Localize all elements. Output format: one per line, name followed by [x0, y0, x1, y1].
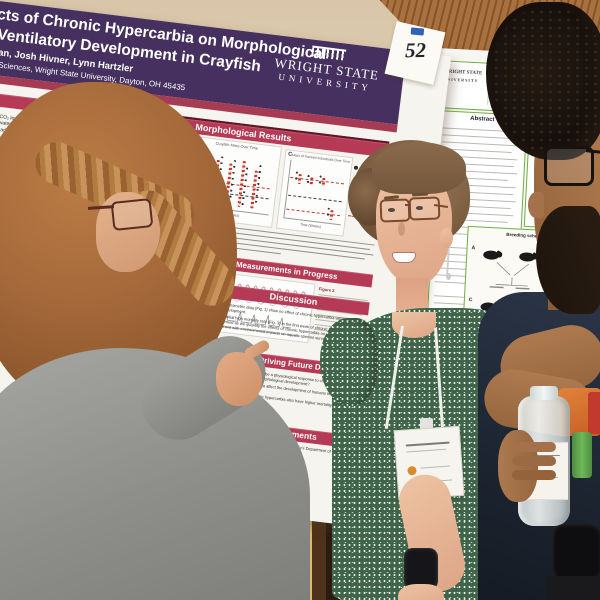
svg-text:C: C [469, 297, 473, 303]
gene-box-red [567, 176, 575, 183]
right-poster-title: The role of TR [566, 73, 600, 83]
number-card-value: 52 [404, 37, 427, 63]
svg-text:A: A [471, 245, 475, 251]
svg-text:D: D [553, 301, 557, 307]
panel-title: Mass of Tracked Individuals Over Time [291, 152, 351, 164]
college-line3: MATHEMATICS [491, 85, 525, 92]
background-text: CO₂ levels are becoming water ecosystems… [0, 114, 91, 165]
right-poster-logo-box: WRIGHT STATE UNIVERSITY COLLEGE OF SCIEN… [437, 60, 531, 113]
survival-chart: Survival Rate Over Time [60, 343, 206, 458]
right-poster: WRIGHT STATE UNIVERSITY COLLEGE OF SCIEN… [418, 48, 600, 411]
main-poster-board: Effects of Chronic Hypercarbia on Morpho… [0, 0, 452, 531]
survival-chart-svg [76, 360, 196, 440]
chart-legend [346, 164, 386, 237]
gene-box-blue [547, 174, 555, 182]
right-poster-title-box: The role of TR [529, 65, 600, 120]
panel-letter: B [200, 271, 205, 279]
gene-box-orange [587, 177, 595, 184]
right-poster-author-bar [559, 89, 600, 94]
chart-panel-b: B Crayfish Mass Over Time Time (Weeks) [182, 135, 283, 228]
gene-panel-a-letter: A [535, 122, 540, 128]
blue-tape [410, 27, 425, 36]
right-poster-logo-text: WRIGHT STATE UNIVERSITY [443, 69, 486, 83]
section-background-header: Background [0, 93, 94, 119]
chart-panel-a: A Crayfish Length Over Time Time (Weeks) [89, 124, 189, 217]
crayfish-illustration [86, 274, 188, 329]
svg-text:B: B [555, 249, 559, 255]
crayfish-figure: A [74, 257, 195, 337]
wsu-logo: WRIGHT STATE UNIVERSITY [260, 40, 394, 96]
panel-letter: C [197, 298, 202, 305]
college-text: COLLEGE OF SCIENCE AND MATHEMATICS [492, 73, 529, 93]
panel-letter: A [85, 259, 90, 266]
wsu-building-icon [311, 45, 347, 61]
gene-figure-box: A C [523, 114, 600, 233]
mouse-pedigree-figure: A B C D [469, 245, 600, 344]
breeding-box: Breeding scheme and genotypes of embryos [460, 225, 600, 365]
gel-band-row-1 [545, 130, 600, 138]
chart-panel-c: C Mass of Tracked Individuals Over Time … [275, 149, 354, 237]
logo-divider [487, 68, 490, 105]
gel-band-row-2 [545, 138, 600, 146]
gene-panel-c-letter: C [534, 158, 538, 164]
bottom-band-text-bar [478, 364, 579, 375]
gene-diagram-bar [543, 162, 600, 173]
right-poster-dept-bar [551, 97, 600, 103]
abstract-title: Abstract [470, 115, 495, 124]
